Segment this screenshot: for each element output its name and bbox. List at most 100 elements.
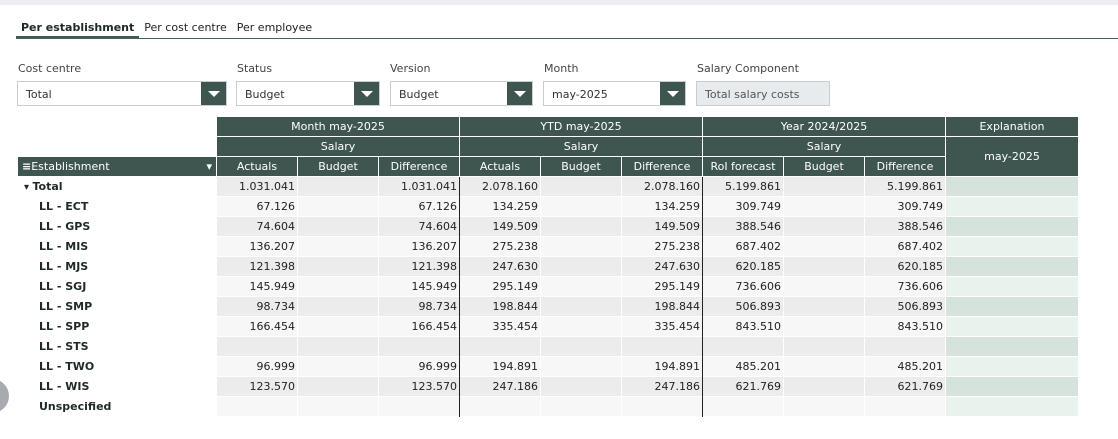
table-cell — [298, 297, 379, 317]
table-cell — [541, 357, 622, 377]
column-header[interactable]: Budget — [298, 157, 379, 177]
group-header: Year 2024/2025 — [703, 117, 946, 137]
table-cell: 388.546 — [703, 217, 784, 237]
table-cell — [298, 237, 379, 257]
row-label: LL - SPP — [39, 320, 90, 333]
establishment-column-header[interactable]: ≡Establishment ▾ — [18, 157, 217, 177]
column-header[interactable]: Difference — [379, 157, 460, 177]
table-cell: 98.734 — [379, 297, 460, 317]
row-label: LL - SMP — [39, 300, 93, 313]
explanation-cell[interactable] — [946, 277, 1079, 297]
tab-per-cost-centre[interactable]: Per cost centre — [144, 21, 227, 34]
chevron-down-icon[interactable] — [354, 82, 379, 105]
table-cell: 843.510 — [703, 317, 784, 337]
column-header[interactable]: RoI forecast — [703, 157, 784, 177]
table-cell: 388.546 — [865, 217, 946, 237]
top-strip — [0, 0, 1118, 5]
column-header[interactable]: Budget — [784, 157, 865, 177]
version-value: Budget — [399, 88, 439, 101]
explanation-cell[interactable] — [946, 257, 1079, 277]
table-cell: 1.031.041 — [379, 177, 460, 197]
table-cell — [784, 337, 865, 357]
table-cell — [541, 337, 622, 357]
table-cell: 145.949 — [379, 277, 460, 297]
chevron-down-icon[interactable] — [507, 82, 532, 105]
column-header[interactable]: Actuals — [460, 157, 541, 177]
table-cell — [541, 237, 622, 257]
table-cell: 134.259 — [460, 197, 541, 217]
row-label: LL - SGJ — [39, 280, 87, 293]
explanation-cell[interactable] — [946, 177, 1079, 197]
column-header[interactable]: Actuals — [217, 157, 298, 177]
table-cell — [784, 197, 865, 217]
row-label-text: Total — [32, 180, 63, 193]
establishment-header-label: Establishment — [31, 160, 110, 173]
row-label: LL - ECT — [39, 200, 89, 213]
table-cell — [703, 337, 784, 357]
table-cell: 194.891 — [622, 357, 703, 377]
table-cell: 843.510 — [865, 317, 946, 337]
column-header[interactable]: Budget — [541, 157, 622, 177]
row-label: Unspecified — [39, 400, 112, 413]
table-cell: 485.201 — [865, 357, 946, 377]
table-cell — [298, 397, 379, 417]
table-cell: 96.999 — [379, 357, 460, 377]
status-label: Status — [237, 62, 273, 75]
view-tabs: Per establishment Per cost centre Per em… — [16, 20, 317, 38]
tab-per-establishment[interactable]: Per establishment — [16, 20, 140, 38]
version-select[interactable]: Budget — [390, 81, 533, 106]
column-header[interactable]: Difference — [865, 157, 946, 177]
table-cell — [541, 297, 622, 317]
table-cell — [865, 337, 946, 357]
explanation-cell[interactable] — [946, 397, 1079, 417]
collapse-icon[interactable]: ▾ — [24, 182, 33, 193]
table-cell: 166.454 — [379, 317, 460, 337]
table-cell: 335.454 — [622, 317, 703, 337]
table-cell: 335.454 — [460, 317, 541, 337]
group-header: Month may-2025 — [217, 117, 460, 137]
salary-component-value: Total salary costs — [705, 88, 800, 101]
explanation-cell[interactable] — [946, 377, 1079, 397]
table-cell: 1.031.041 — [217, 177, 298, 197]
explanation-cell[interactable] — [946, 337, 1079, 357]
table-cell: 736.606 — [865, 277, 946, 297]
row-label: LL - GPS — [39, 220, 91, 233]
table-cell: 506.893 — [865, 297, 946, 317]
explanation-cell[interactable] — [946, 317, 1079, 337]
table-cell: 194.891 — [460, 357, 541, 377]
table-cell — [622, 397, 703, 417]
menu-icon[interactable]: ≡ — [22, 160, 32, 173]
month-select[interactable]: may-2025 — [543, 81, 686, 106]
table-cell — [541, 217, 622, 237]
explanation-cell[interactable] — [946, 357, 1079, 377]
table-cell — [217, 397, 298, 417]
table-cell: 121.398 — [217, 257, 298, 277]
table-cell — [784, 317, 865, 337]
table-cell — [865, 397, 946, 417]
table-cell — [298, 257, 379, 277]
column-header[interactable]: Difference — [622, 157, 703, 177]
table-cell: 620.185 — [703, 257, 784, 277]
side-handle[interactable] — [0, 379, 9, 413]
table-cell — [298, 337, 379, 357]
table-cell: 67.126 — [379, 197, 460, 217]
explanation-cell[interactable] — [946, 237, 1079, 257]
table-cell: 309.749 — [703, 197, 784, 217]
row-label-total[interactable]: ▾ Total — [24, 177, 214, 197]
table-cell: 198.844 — [460, 297, 541, 317]
table-cell — [622, 337, 703, 357]
table-cell: 275.238 — [622, 237, 703, 257]
explanation-cell[interactable] — [946, 297, 1079, 317]
chevron-down-icon[interactable] — [660, 82, 685, 105]
sort-dropdown-icon[interactable]: ▾ — [206, 160, 212, 173]
chevron-down-icon[interactable] — [201, 82, 226, 105]
status-select[interactable]: Budget — [236, 81, 380, 106]
explanation-cell[interactable] — [946, 197, 1079, 217]
table-cell — [784, 177, 865, 197]
explanation-cell[interactable] — [946, 217, 1079, 237]
table-cell — [298, 197, 379, 217]
cost-centre-label: Cost centre — [18, 62, 82, 75]
table-cell: 198.844 — [622, 297, 703, 317]
tab-per-employee[interactable]: Per employee — [236, 21, 313, 34]
cost-centre-select[interactable]: Total — [17, 81, 227, 106]
